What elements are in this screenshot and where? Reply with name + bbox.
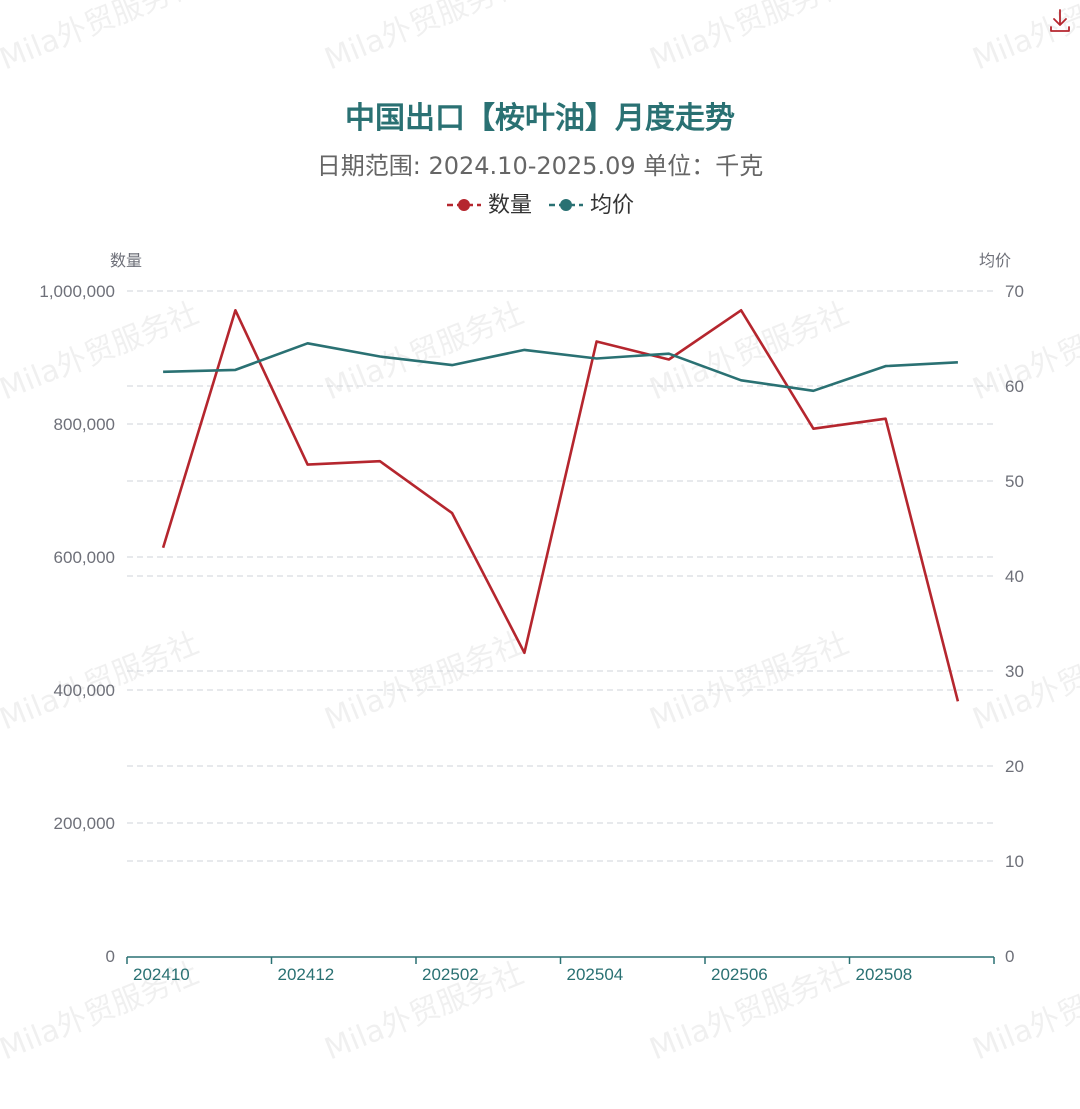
legend-item-price[interactable]: 均价	[549, 193, 634, 218]
watermark-text-15: Mila外贸服务社	[968, 956, 1080, 1067]
chart-title: 中国出口【桉叶油】月度走势	[345, 101, 735, 136]
series-line-price	[163, 341, 958, 393]
chart-subtitle: 日期范围: 2024.10-2025.09 单位：千克	[317, 152, 764, 180]
y-left-tick-label: 600,000	[54, 548, 115, 567]
legend-marker-price	[560, 199, 572, 211]
watermark-text-7: Mila外贸服务社	[968, 296, 1080, 407]
watermark-text-1: Mila外贸服务社	[320, 0, 529, 77]
legend-marker-quantity	[458, 199, 470, 211]
y-left-tick-label: 800,000	[54, 415, 115, 434]
series-lines	[161, 308, 960, 702]
download-icon[interactable]	[1046, 6, 1074, 34]
y-right-tick-label: 0	[1005, 947, 1014, 966]
y-right-tick-label: 10	[1005, 852, 1024, 871]
x-tick-label: 202410	[133, 965, 190, 984]
x-axis: 202410 202412 202502 202504 202506 202508	[126, 956, 995, 984]
legend-item-quantity[interactable]: 数量	[447, 193, 532, 218]
y-right-tick-label: 70	[1005, 282, 1024, 301]
y-right-tick-label: 50	[1005, 472, 1024, 491]
y-right-tick-label: 30	[1005, 662, 1024, 681]
watermark-text-10: Mila外贸服务社	[645, 626, 854, 737]
y-left-tick-label: 0	[106, 947, 115, 966]
watermark-text-4: Mila外贸服务社	[0, 296, 204, 407]
legend: 数量 均价	[447, 193, 634, 218]
y-left-axis-name: 数量	[110, 251, 142, 270]
x-tick-label: 202508	[856, 965, 913, 984]
y-right-axis-name: 均价	[979, 251, 1011, 270]
y-right-tick-label: 20	[1005, 757, 1024, 776]
y-left-tick-label: 400,000	[54, 681, 115, 700]
y-left-tick-label: 200,000	[54, 814, 115, 833]
legend-label-quantity: 数量	[488, 193, 532, 218]
series-line-quantity	[161, 308, 960, 702]
y-left-tick-label: 1,000,000	[39, 282, 115, 301]
watermark-text-9: Mila外贸服务社	[320, 626, 529, 737]
watermark-text-2: Mila外贸服务社	[645, 0, 854, 77]
y-right-axis: 0 10 20 30 40 50 60 70	[1005, 282, 1024, 966]
x-tick-label: 202502	[422, 965, 479, 984]
watermark-text-6: Mila外贸服务社	[645, 296, 854, 407]
y-right-tick-label: 60	[1005, 377, 1024, 396]
grid-lines	[127, 290, 994, 862]
legend-label-price: 均价	[590, 193, 634, 218]
watermark-text-11: Mila外贸服务社	[968, 626, 1080, 737]
y-left-axis: 0 200,000 400,000 600,000 800,000 1,000,000	[39, 282, 115, 966]
x-tick-label: 202506	[711, 965, 768, 984]
y-right-tick-label: 40	[1005, 567, 1024, 586]
x-tick-label: 202504	[567, 965, 624, 984]
watermark-text-0: Mila外贸服务社	[0, 0, 204, 77]
x-tick-label: 202412	[278, 965, 335, 984]
